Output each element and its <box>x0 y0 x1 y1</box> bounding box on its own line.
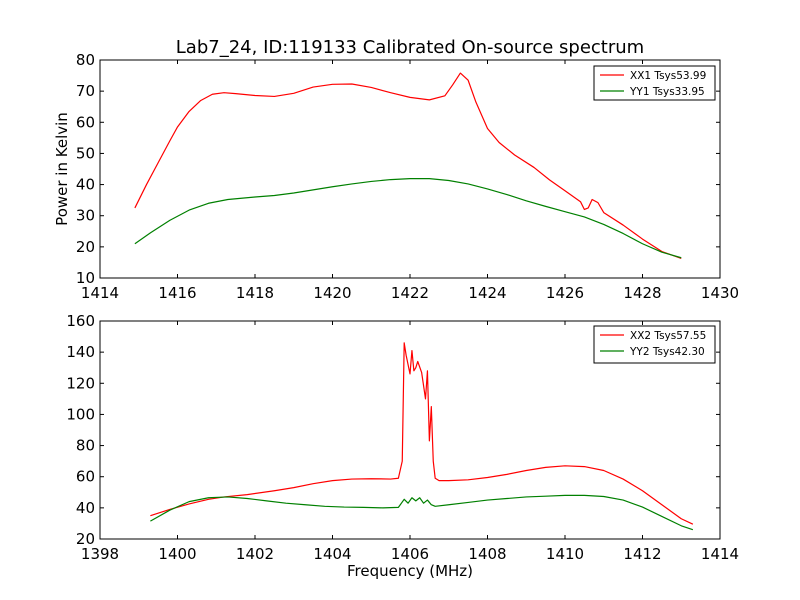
x-tick-label: 1424 <box>468 284 506 302</box>
y-tick-label: 160 <box>66 312 95 330</box>
legend-box <box>593 65 716 101</box>
x-tick-label: 1428 <box>623 284 661 302</box>
x-axis-label: Frequency (MHz) <box>347 562 473 580</box>
x-tick-label: 1416 <box>158 284 196 302</box>
x-tick-label: 1412 <box>623 545 661 563</box>
series-line-xx1 <box>134 72 682 259</box>
x-tick-label: 1414 <box>81 284 119 302</box>
x-tick-label: 1402 <box>236 545 274 563</box>
legend-box <box>593 325 716 364</box>
legend-label: YY2 Tsys42.30 <box>629 346 705 358</box>
x-tick-label: 1410 <box>546 545 584 563</box>
x-tick-label: 1400 <box>158 545 196 563</box>
x-tick-label: 1406 <box>391 545 429 563</box>
x-tick-label: 1414 <box>701 545 739 563</box>
y-tick-label: 40 <box>76 499 95 517</box>
y-tick-label: 140 <box>66 343 95 361</box>
x-tick-label: 1404 <box>313 545 351 563</box>
legend: XX2 Tsys57.55 YY2 Tsys42.30 <box>593 325 716 364</box>
x-tick-label: 1408 <box>468 545 506 563</box>
y-tick-label: 60 <box>76 468 95 486</box>
x-tick-label: 1420 <box>313 284 351 302</box>
y-tick-label: 20 <box>76 238 95 256</box>
y-tick-label: 80 <box>76 51 95 69</box>
x-tick-label: 1426 <box>546 284 584 302</box>
x-tick-label: 1422 <box>391 284 429 302</box>
series-line-yy1 <box>134 178 682 259</box>
y-tick-label: 10 <box>76 269 95 287</box>
x-tick-label: 1398 <box>81 545 119 563</box>
y-tick-label: 100 <box>66 405 95 423</box>
series-line-xx2 <box>150 342 694 525</box>
y-tick-label: 30 <box>76 207 95 225</box>
legend: XX1 Tsys53.99 YY1 Tsys33.95 <box>593 65 716 101</box>
x-tick-label: 1430 <box>701 284 739 302</box>
y-axis-label: Power in Kelvin <box>53 112 71 226</box>
x-tick-label: 1418 <box>236 284 274 302</box>
bottom-panel: 1398 1400 1402 1404 1406 1408 1410 1412 1414 20 40… <box>66 312 739 580</box>
series-line-yy2 <box>150 494 694 531</box>
y-tick-label: 60 <box>76 113 95 131</box>
legend-label: YY1 Tsys33.95 <box>629 86 705 98</box>
y-tick-label: 40 <box>76 176 95 194</box>
y-tick-label: 120 <box>66 374 95 392</box>
y-tick-label: 70 <box>76 82 95 100</box>
legend-label: XX2 Tsys57.55 <box>630 330 706 342</box>
y-tick-label: 20 <box>76 530 95 548</box>
y-tick-label: 50 <box>76 144 95 162</box>
chart-title: Lab7_24, ID:119133 Calibrated On-source … <box>176 37 644 58</box>
legend-label: XX1 Tsys53.99 <box>630 70 706 82</box>
top-panel: 1414 1416 1418 1420 1422 1424 1426 1428 1430 10 20… <box>53 51 739 302</box>
y-tick-label: 80 <box>76 437 95 455</box>
